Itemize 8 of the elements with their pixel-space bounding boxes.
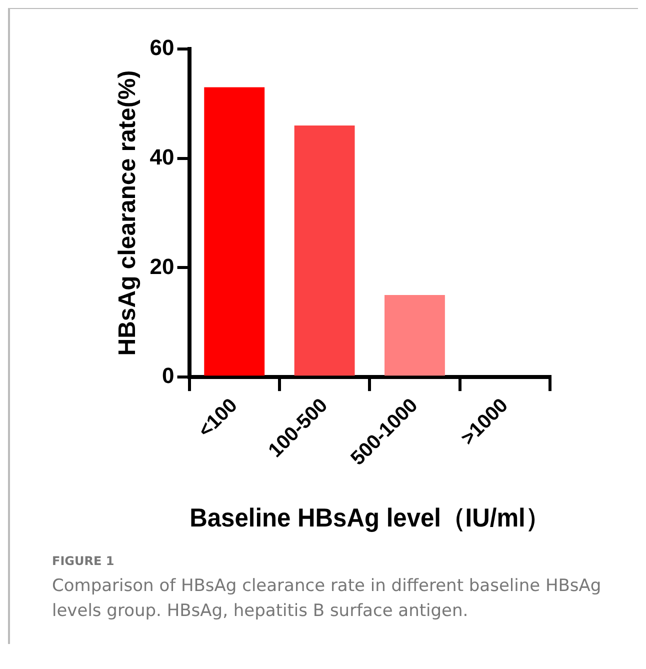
x-axis-title: Baseline HBsAg level（IU/ml）	[190, 504, 550, 533]
y-tick-label: 20	[150, 254, 174, 279]
y-tick-label: 60	[150, 35, 174, 60]
y-tick-label: 0	[162, 363, 174, 388]
y-axis-title: HBsAg clearance rate(%)	[114, 70, 142, 356]
caption: FIGURE 1	[52, 553, 116, 570]
y-tick-label: 40	[150, 144, 174, 170]
text: Comparison of HBsAg clearance rate in different baseline HBsAg levels group. HBsAg, hepatitis B surface antigen.	[52, 575, 602, 624]
